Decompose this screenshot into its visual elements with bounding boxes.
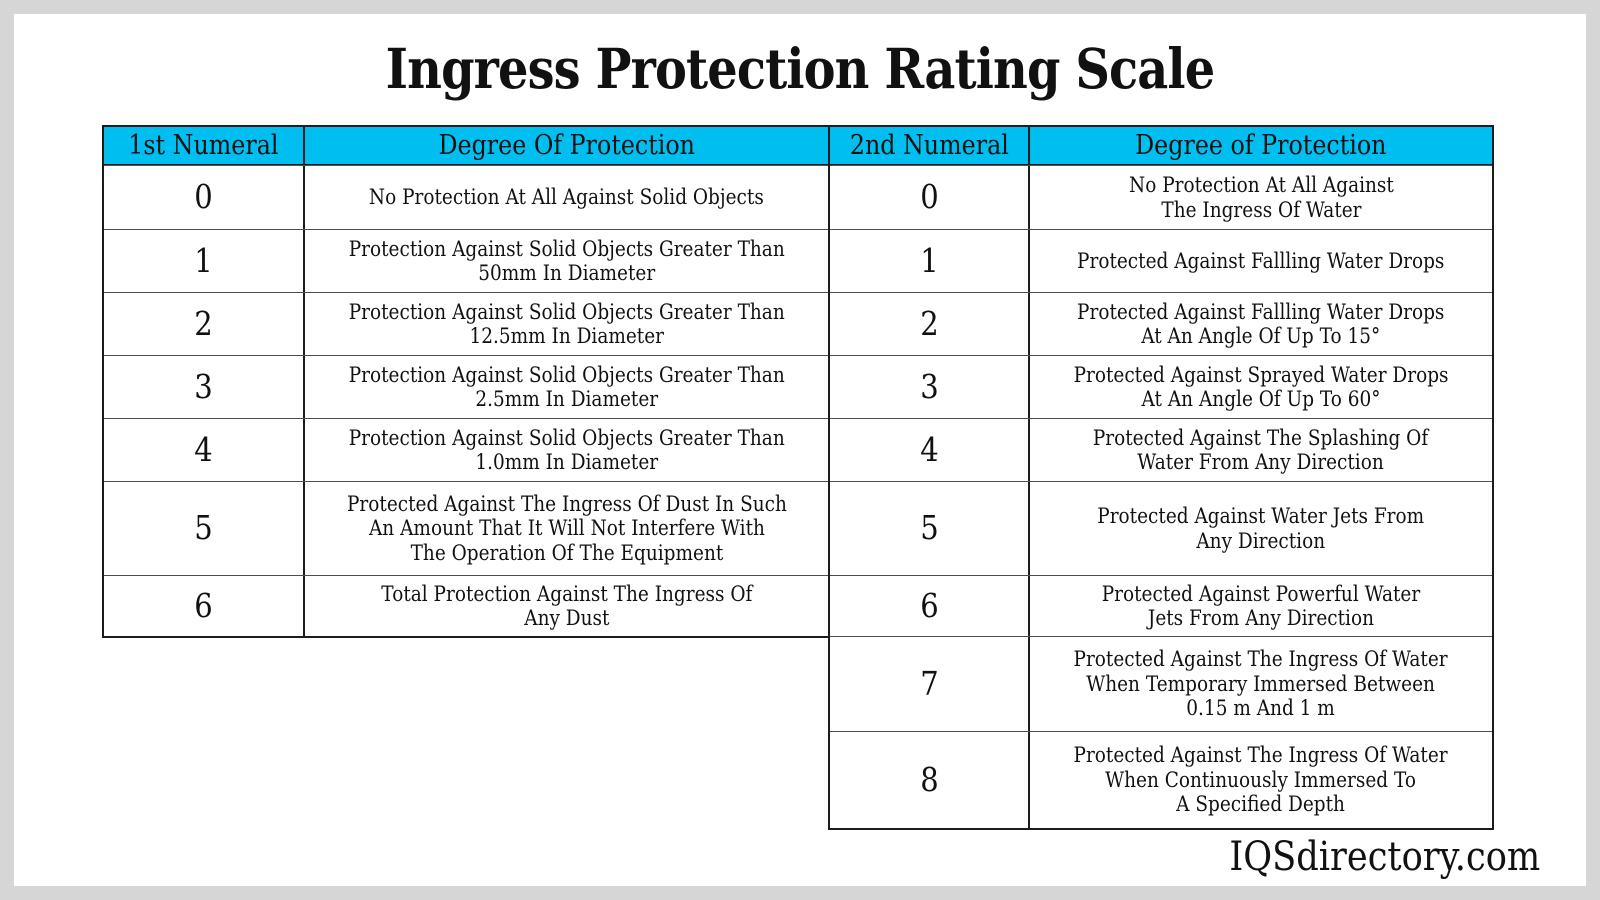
description-cell: Protection Against Solid Objects Greater… <box>305 293 828 355</box>
numeral-text: 5 <box>919 508 939 548</box>
description-cell: Protected Against Sprayed Water Drops At… <box>1030 356 1492 418</box>
description-cell: Protected Against The Ingress Of Water W… <box>1030 732 1492 828</box>
table-row: 6 Total Protection Against The Ingress O… <box>104 575 828 636</box>
description-cell: Protected Against The Ingress Of Dust In… <box>305 482 828 575</box>
numeral-cell: 8 <box>830 732 1030 828</box>
first-numeral-table: 1st Numeral Degree Of Protection 0 No Pr… <box>102 125 830 638</box>
numeral-text: 2 <box>194 303 213 343</box>
table-row: 1 Protection Against Solid Objects Great… <box>104 229 828 292</box>
description-cell: Protected Against The Splashing Of Water… <box>1030 419 1492 481</box>
description-text: Protected Against Fallling Water Drops <box>1077 248 1445 273</box>
numeral-cell: 5 <box>104 482 305 575</box>
description-text: Protected Against The Ingress Of Water W… <box>1073 743 1449 817</box>
watermark: IQSdirectory.com <box>1187 834 1540 880</box>
numeral-cell: 1 <box>104 230 305 292</box>
numeral-cell: 7 <box>830 637 1030 731</box>
description-text: No Protection At All Against Solid Objec… <box>369 185 764 210</box>
table-row: 4 Protected Against The Splashing Of Wat… <box>830 418 1492 481</box>
table-row: 1 Protected Against Fallling Water Drops <box>830 229 1492 292</box>
numeral-text: 1 <box>194 240 213 280</box>
description-text: Protected Against Fallling Water Drops A… <box>1077 299 1445 348</box>
numeral-text: 5 <box>194 508 213 548</box>
table-row: 0 No Protection At All Against The Ingre… <box>830 165 1492 229</box>
numeral-text: 4 <box>194 429 213 469</box>
numeral-cell: 3 <box>830 356 1030 418</box>
numeral-text: 3 <box>919 366 939 406</box>
table-header-row: 2nd Numeral Degree of Protection <box>830 127 1492 165</box>
second-numeral-table: 2nd Numeral Degree of Protection 0 No Pr… <box>828 125 1494 830</box>
column-header-2nd-numeral: 2nd Numeral <box>830 127 1030 164</box>
numeral-cell: 6 <box>830 576 1030 636</box>
description-cell: Protection Against Solid Objects Greater… <box>305 419 828 481</box>
column-header-text: 1st Numeral <box>128 129 279 161</box>
description-text: Protected Against The Ingress Of Dust In… <box>346 491 787 565</box>
numeral-cell: 4 <box>830 419 1030 481</box>
numeral-cell: 0 <box>104 166 305 229</box>
column-header-degree-of-protection: Degree Of Protection <box>305 127 828 164</box>
description-text: Protection Against Solid Objects Greater… <box>348 236 785 285</box>
description-cell: No Protection At All Against Solid Objec… <box>305 166 828 229</box>
column-header-text: Degree Of Protection <box>438 129 695 161</box>
table-row: 3 Protection Against Solid Objects Great… <box>104 355 828 418</box>
numeral-text: 2 <box>919 303 939 343</box>
numeral-text: 6 <box>919 585 939 625</box>
table-row: 4 Protection Against Solid Objects Great… <box>104 418 828 481</box>
description-cell: Protected Against Water Jets From Any Di… <box>1030 482 1492 575</box>
numeral-cell: 2 <box>104 293 305 355</box>
description-text: Protection Against Solid Objects Greater… <box>348 425 785 474</box>
table-row: 5 Protected Against The Ingress Of Dust … <box>104 481 828 575</box>
page: Ingress Protection Rating Scale 1st Nume… <box>14 14 1586 886</box>
description-cell: Protection Against Solid Objects Greater… <box>305 230 828 292</box>
description-cell: No Protection At All Against The Ingress… <box>1030 166 1492 229</box>
numeral-text: 4 <box>919 429 939 469</box>
table-header-row: 1st Numeral Degree Of Protection <box>104 127 828 165</box>
numeral-text: 0 <box>919 177 939 217</box>
numeral-cell: 0 <box>830 166 1030 229</box>
table-row: 5 Protected Against Water Jets From Any … <box>830 481 1492 575</box>
column-header-degree-of-protection: Degree of Protection <box>1030 127 1492 164</box>
description-text: Protected Against The Splashing Of Water… <box>1093 425 1429 474</box>
description-text: Protected Against The Ingress Of Water W… <box>1073 647 1449 721</box>
description-cell: Protected Against Fallling Water Drops <box>1030 230 1492 292</box>
numeral-text: 8 <box>919 759 939 799</box>
table-row: 8 Protected Against The Ingress Of Water… <box>830 731 1492 828</box>
numeral-cell: 6 <box>104 576 305 636</box>
numeral-text: 6 <box>194 585 213 625</box>
numeral-cell: 2 <box>830 293 1030 355</box>
table-row: 7 Protected Against The Ingress Of Water… <box>830 636 1492 731</box>
description-text: Protected Against Powerful Water Jets Fr… <box>1101 581 1421 630</box>
description-cell: Protected Against Powerful Water Jets Fr… <box>1030 576 1492 636</box>
numeral-cell: 4 <box>104 419 305 481</box>
numeral-text: 7 <box>919 663 939 703</box>
watermark-text: IQSdirectory.com <box>1229 834 1540 880</box>
description-cell: Protected Against The Ingress Of Water W… <box>1030 637 1492 731</box>
column-header-text: 2nd Numeral <box>849 129 1009 161</box>
table-row: 0 No Protection At All Against Solid Obj… <box>104 165 828 229</box>
page-title: Ingress Protection Rating Scale <box>385 36 1216 101</box>
description-text: Total Protection Against The Ingress Of … <box>380 581 753 630</box>
description-cell: Total Protection Against The Ingress Of … <box>305 576 828 636</box>
table-row: 2 Protected Against Fallling Water Drops… <box>830 292 1492 355</box>
description-text: Protected Against Sprayed Water Drops At… <box>1073 362 1449 411</box>
description-text: Protected Against Water Jets From Any Di… <box>1097 504 1425 553</box>
description-text: No Protection At All Against The Ingress… <box>1128 173 1394 222</box>
description-text: Protection Against Solid Objects Greater… <box>348 299 785 348</box>
numeral-text: 0 <box>194 177 213 217</box>
numeral-cell: 5 <box>830 482 1030 575</box>
column-header-1st-numeral: 1st Numeral <box>104 127 305 164</box>
table-row: 6 Protected Against Powerful Water Jets … <box>830 575 1492 636</box>
column-header-text: Degree of Protection <box>1135 129 1387 161</box>
numeral-text: 3 <box>194 366 213 406</box>
numeral-text: 1 <box>919 240 939 280</box>
table-row: 2 Protection Against Solid Objects Great… <box>104 292 828 355</box>
table-row: 3 Protected Against Sprayed Water Drops … <box>830 355 1492 418</box>
numeral-cell: 3 <box>104 356 305 418</box>
numeral-cell: 1 <box>830 230 1030 292</box>
description-cell: Protected Against Fallling Water Drops A… <box>1030 293 1492 355</box>
description-text: Protection Against Solid Objects Greater… <box>348 362 785 411</box>
description-cell: Protection Against Solid Objects Greater… <box>305 356 828 418</box>
